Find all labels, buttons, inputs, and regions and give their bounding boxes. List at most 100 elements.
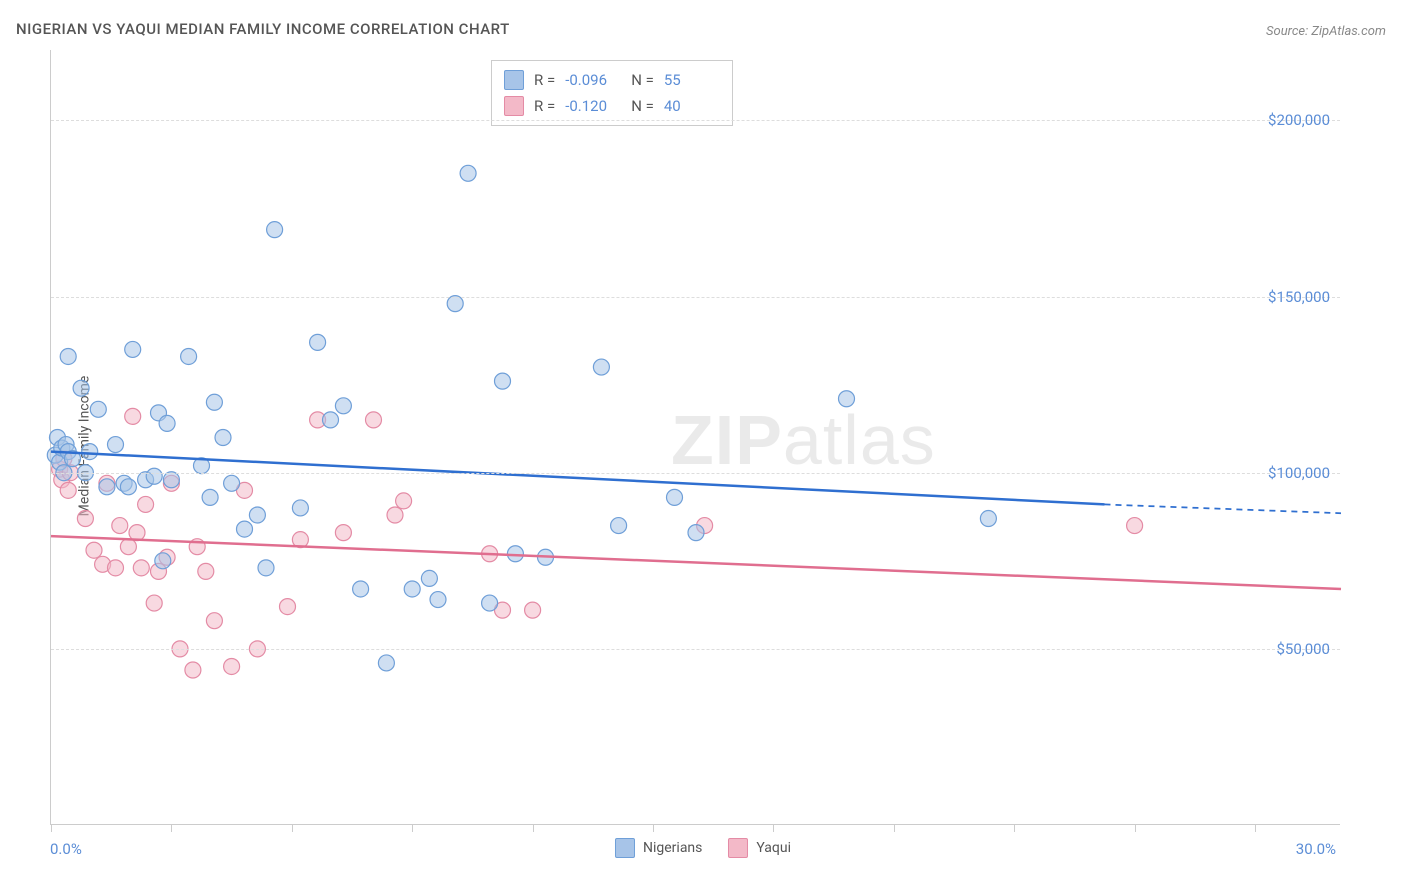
- data-point: [125, 341, 141, 357]
- data-point: [335, 525, 351, 541]
- data-point: [146, 595, 162, 611]
- chart-title: NIGERIAN VS YAQUI MEDIAN FAMILY INCOME C…: [16, 20, 510, 38]
- data-point: [90, 401, 106, 417]
- data-point: [495, 373, 511, 389]
- data-point: [267, 222, 283, 238]
- data-point: [60, 482, 76, 498]
- x-tick: [533, 824, 534, 832]
- data-point: [667, 489, 683, 505]
- data-point: [396, 493, 412, 509]
- data-point: [60, 348, 76, 364]
- gridline: [51, 120, 1340, 121]
- series-legend: Nigerians Yaqui: [615, 838, 791, 858]
- x-tick: [171, 824, 172, 832]
- x-tick: [51, 824, 52, 832]
- trend-line-extrapolated: [1105, 504, 1342, 513]
- n-label: N =: [631, 93, 654, 119]
- n-label: N =: [631, 67, 654, 93]
- data-point: [366, 412, 382, 428]
- legend-swatch: [615, 838, 635, 858]
- data-point: [99, 479, 115, 495]
- y-tick-label: $50,000: [1276, 640, 1330, 658]
- data-point: [525, 602, 541, 618]
- data-point: [185, 662, 201, 678]
- data-point: [206, 613, 222, 629]
- x-tick: [1135, 824, 1136, 832]
- data-point: [112, 518, 128, 534]
- data-point: [108, 560, 124, 576]
- data-point: [980, 511, 996, 527]
- legend-swatch: [728, 838, 748, 858]
- legend-row: R = -0.096 N = 55: [504, 67, 720, 93]
- data-point: [86, 542, 102, 558]
- r-value: -0.096: [565, 67, 621, 93]
- r-value: -0.120: [565, 93, 621, 119]
- legend-label: Yaqui: [756, 840, 791, 856]
- legend-item: Yaqui: [728, 838, 791, 858]
- n-value: 55: [664, 67, 720, 93]
- n-value: 40: [664, 93, 720, 119]
- data-point: [224, 658, 240, 674]
- data-point: [198, 563, 214, 579]
- data-point: [310, 334, 326, 350]
- gridline: [51, 473, 1340, 474]
- data-point: [335, 398, 351, 414]
- data-point: [82, 444, 98, 460]
- legend-swatch: [504, 70, 524, 90]
- data-point: [353, 581, 369, 597]
- data-point: [77, 511, 93, 527]
- legend-row: R = -0.120 N = 40: [504, 93, 720, 119]
- x-axis-start-label: 0.0%: [50, 840, 82, 858]
- data-point: [237, 521, 253, 537]
- data-point: [430, 592, 446, 608]
- data-point: [280, 599, 296, 615]
- data-point: [404, 581, 420, 597]
- legend-item: Nigerians: [615, 838, 702, 858]
- legend-swatch: [504, 96, 524, 116]
- data-point: [133, 560, 149, 576]
- data-point: [593, 359, 609, 375]
- plot-area: ZIPatlas R =-0.096N =55R =-0.120N =40 $5…: [50, 50, 1340, 825]
- data-point: [138, 496, 154, 512]
- y-tick-label: $150,000: [1268, 288, 1330, 306]
- data-point: [73, 380, 89, 396]
- source-attribution: Source: ZipAtlas.com: [1266, 24, 1386, 39]
- gridline: [51, 649, 1340, 650]
- data-point: [249, 507, 265, 523]
- data-point: [120, 539, 136, 555]
- r-label: R =: [534, 93, 555, 119]
- r-label: R =: [534, 67, 555, 93]
- data-point: [447, 296, 463, 312]
- y-tick-label: $200,000: [1268, 111, 1330, 129]
- x-axis-end-label: 30.0%: [1296, 840, 1336, 858]
- data-point: [258, 560, 274, 576]
- data-point: [215, 430, 231, 446]
- data-point: [1127, 518, 1143, 534]
- x-tick: [653, 824, 654, 832]
- x-tick: [1014, 824, 1015, 832]
- data-point: [323, 412, 339, 428]
- data-point: [206, 394, 222, 410]
- data-point: [224, 475, 240, 491]
- data-point: [125, 408, 141, 424]
- scatter-layer: [51, 50, 1340, 824]
- data-point: [146, 468, 162, 484]
- data-point: [482, 595, 498, 611]
- x-tick: [1255, 824, 1256, 832]
- gridline: [51, 297, 1340, 298]
- x-tick: [773, 824, 774, 832]
- data-point: [181, 348, 197, 364]
- data-point: [155, 553, 171, 569]
- data-point: [120, 479, 136, 495]
- x-tick: [412, 824, 413, 832]
- trend-line: [51, 536, 1341, 589]
- data-point: [421, 570, 437, 586]
- data-point: [460, 165, 476, 181]
- y-tick-label: $100,000: [1268, 464, 1330, 482]
- legend-label: Nigerians: [643, 840, 702, 856]
- data-point: [839, 391, 855, 407]
- x-tick: [894, 824, 895, 832]
- correlation-legend: R = -0.096 N = 55 R = -0.120 N = 40: [491, 60, 733, 126]
- x-tick: [292, 824, 293, 832]
- data-point: [108, 437, 124, 453]
